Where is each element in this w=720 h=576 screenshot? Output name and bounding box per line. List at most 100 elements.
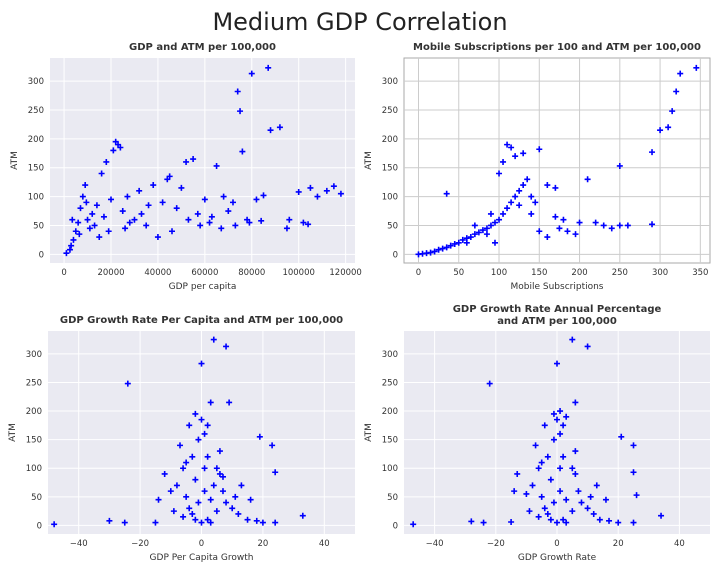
subplot-title: Mobile Subscriptions per 100 and ATM per… xyxy=(413,42,701,53)
scatter-point xyxy=(480,519,487,526)
y-tick-label: 150 xyxy=(28,164,44,174)
scatter-point xyxy=(216,470,223,477)
scatter-point xyxy=(528,210,535,217)
scatter-point xyxy=(201,430,208,437)
scatter-point xyxy=(547,516,554,523)
scatter-point xyxy=(201,465,208,472)
scatter-point xyxy=(535,513,542,520)
x-tick-label: 40000 xyxy=(144,268,171,278)
y-tick-label: 50 xyxy=(33,221,44,231)
scatter-point xyxy=(556,225,563,232)
scatter-point xyxy=(630,442,637,449)
scatter-point xyxy=(314,193,321,200)
scatter-point xyxy=(630,469,637,476)
scatter-point xyxy=(283,225,290,232)
x-axis-label: Mobile Subscriptions xyxy=(511,282,604,292)
scatter-point xyxy=(590,510,597,517)
scatter-point xyxy=(238,482,245,489)
scatter-point xyxy=(572,399,579,406)
scatter-point xyxy=(223,499,230,506)
scatter-point xyxy=(463,239,470,246)
scatter-point xyxy=(606,517,613,524)
scatter-point xyxy=(197,222,204,229)
scatter-point xyxy=(552,184,559,191)
scatter-point xyxy=(173,482,180,489)
scatter-point xyxy=(443,190,450,197)
x-axis-label: GDP Per Capita Growth xyxy=(150,553,254,563)
scatter-point xyxy=(564,228,571,235)
scatter-point xyxy=(145,202,152,209)
scatter-point xyxy=(106,517,113,524)
scatter-point xyxy=(572,448,579,455)
x-tick-label: 0 xyxy=(416,268,421,278)
scatter-point xyxy=(516,187,523,194)
scatter-point xyxy=(190,156,197,163)
subplot-4: −40 −20 0 20 40 0 50 100 150 200 250 300 GDP Growth … xyxy=(364,304,710,563)
scatter-point xyxy=(219,473,226,480)
y-tick-label: 300 xyxy=(382,350,398,360)
scatter-point xyxy=(83,199,90,206)
scatter-point xyxy=(180,513,187,520)
x-tick-label: 100000 xyxy=(282,268,314,278)
scatter-point xyxy=(210,336,217,343)
scatter-point xyxy=(658,512,665,519)
x-tick-label: 350 xyxy=(692,268,708,278)
x-tick-label: 40 xyxy=(319,539,330,549)
scatter-point xyxy=(226,399,233,406)
scatter-point xyxy=(560,216,567,223)
scatter-point xyxy=(443,244,450,251)
scatter-point xyxy=(93,202,100,209)
scatter-point xyxy=(75,219,82,226)
scatter-point xyxy=(475,229,482,236)
scatter-point xyxy=(592,219,599,226)
scatter-point xyxy=(608,225,615,232)
scatter-point xyxy=(544,453,551,460)
y-tick-label: 250 xyxy=(382,106,398,116)
scatter-point xyxy=(204,453,211,460)
scatter-point xyxy=(220,193,227,200)
scatter-point xyxy=(508,518,515,525)
scatter-point xyxy=(192,476,199,483)
scatter-point xyxy=(183,493,190,500)
scatter-point xyxy=(459,236,466,243)
scatter-point xyxy=(201,488,208,495)
scatter-point xyxy=(439,245,446,252)
scatter-point xyxy=(235,510,242,517)
scatter-point xyxy=(265,64,272,71)
scatter-point xyxy=(575,488,582,495)
scatter-point xyxy=(248,70,255,77)
scatter-point xyxy=(576,219,583,226)
scatter-point xyxy=(500,210,507,217)
scatter-point xyxy=(630,519,637,526)
scatter-point xyxy=(213,508,220,515)
y-tick-label: 50 xyxy=(31,493,42,503)
scatter-point xyxy=(91,222,98,229)
y-tick-label: 0 xyxy=(37,521,42,531)
x-tick-label: 50 xyxy=(453,268,464,278)
scatter-point xyxy=(618,433,625,440)
x-axis-label: GDP Growth Rate xyxy=(518,553,597,563)
scatter-point xyxy=(204,516,211,523)
scatter-point xyxy=(624,222,631,229)
scatter-point xyxy=(544,234,551,241)
scatter-point xyxy=(69,216,76,223)
scatter-point xyxy=(427,249,434,256)
scatter-point xyxy=(124,193,131,200)
subplot-1: 0 20000 40000 60000 80000 100000 120000 0 50 100 1… xyxy=(10,42,362,292)
scatter-point xyxy=(532,442,539,449)
y-tick-label: 200 xyxy=(26,407,42,417)
scatter-point xyxy=(528,193,535,200)
scatter-point xyxy=(155,496,162,503)
scatter-point xyxy=(143,222,150,229)
scatter-point xyxy=(161,470,168,477)
scatter-point xyxy=(79,193,86,200)
scatter-point xyxy=(431,248,438,255)
scatter-point xyxy=(119,208,126,215)
scatter-point xyxy=(563,496,570,503)
scatter-point xyxy=(693,64,700,71)
scatter-point xyxy=(520,150,527,157)
scatter-point xyxy=(295,188,302,195)
scatter-point xyxy=(554,519,560,526)
scatter-point xyxy=(516,202,523,209)
scatter-point xyxy=(169,228,175,235)
